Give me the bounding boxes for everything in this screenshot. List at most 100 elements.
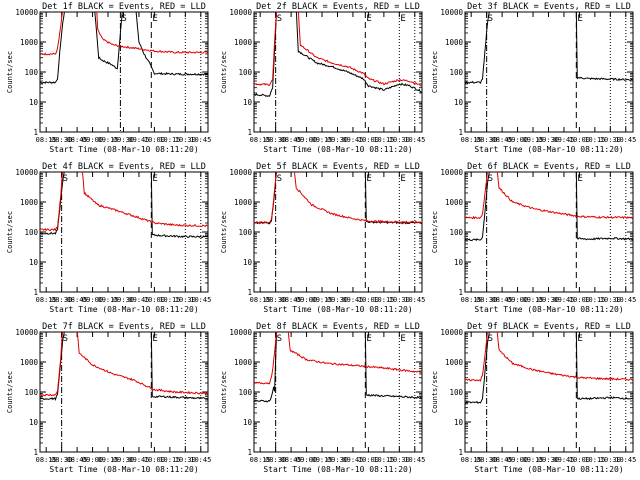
plot-frame	[253, 11, 423, 133]
x-tick-label: 09:15	[522, 456, 543, 464]
x-tick-label: 10:45	[404, 136, 425, 144]
x-tick-label: 10:15	[584, 136, 605, 144]
y-axis-label: Counts/sec	[431, 211, 439, 253]
y-tick-label: 10000	[229, 328, 252, 337]
x-tick-label: 08:15	[36, 456, 57, 464]
y-tick-label: 10	[454, 418, 464, 427]
panel-9: Det 9f BLACK = Events, RED = LLD Counts/s…	[431, 322, 636, 474]
x-tick-label: 09:00	[82, 296, 103, 304]
x-tick-label: 08:45	[67, 456, 88, 464]
x-tick-label: 09:00	[296, 456, 317, 464]
panel-title: Det 2f BLACK = Events, RED = LLD	[256, 2, 420, 12]
panel-7: Det 7f BLACK = Events, RED = LLD Counts/s…	[6, 322, 211, 474]
y-axis-label: Counts/sec	[6, 51, 14, 93]
x-tick-label: 08:45	[492, 136, 513, 144]
panel-8: Det 8f BLACK = Events, RED = LLD Counts/s…	[220, 322, 425, 474]
x-tick-label: 08:15	[36, 136, 57, 144]
x-tick-label: 09:30	[538, 456, 559, 464]
x-tick-label: 09:15	[522, 296, 543, 304]
time-marker-label: S	[121, 14, 126, 24]
y-tick-label: 1000	[234, 38, 253, 47]
x-tick-label: 09:30	[327, 296, 348, 304]
x-tick-label: 09:45	[553, 456, 574, 464]
x-tick-label: 09:45	[128, 456, 149, 464]
x-tick-label: 10:45	[404, 456, 425, 464]
x-tick-label: 09:30	[327, 136, 348, 144]
x-tick-label: 09:00	[296, 136, 317, 144]
x-tick-label: 10:00	[569, 296, 590, 304]
x-tick-label: 08:30	[265, 136, 286, 144]
lld-series-line	[254, 332, 422, 385]
y-tick-label: 10000	[15, 168, 38, 177]
x-tick-label: 10:45	[190, 456, 211, 464]
y-tick-label: 100	[24, 68, 38, 77]
x-tick-label: 08:30	[265, 456, 286, 464]
x-tick-label: 10:00	[358, 456, 379, 464]
y-tick-label: 1000	[445, 38, 464, 47]
time-marker-label: S	[63, 174, 68, 184]
lld-series-line	[254, 172, 422, 224]
y-tick-label: 1	[458, 448, 463, 457]
x-tick-label: 08:45	[492, 296, 513, 304]
events-series-line	[465, 12, 633, 85]
y-tick-label: 1000	[20, 38, 39, 47]
time-marker-label: E	[400, 174, 405, 184]
y-tick-label: 100	[238, 228, 252, 237]
x-tick-label: 10:15	[584, 296, 605, 304]
events-series-line	[254, 332, 422, 403]
panel-title: Det 9f BLACK = Events, RED = LLD	[467, 322, 631, 332]
x-tick-label: 08:15	[36, 296, 57, 304]
x-tick-label: 09:15	[311, 296, 332, 304]
y-tick-label: 100	[238, 68, 252, 77]
lld-series-line	[40, 172, 208, 232]
lld-series-line	[254, 12, 422, 87]
x-tick-label: 10:30	[389, 456, 410, 464]
events-series-line	[40, 172, 208, 239]
y-tick-label: 10	[243, 418, 253, 427]
x-tick-label: 09:45	[342, 456, 363, 464]
x-tick-label: 09:30	[538, 136, 559, 144]
x-axis-label: Start Time (08-Mar-10 08:11:20)	[49, 465, 198, 474]
time-marker-label: S	[63, 334, 68, 344]
x-tick-label: 10:15	[584, 456, 605, 464]
time-marker-label: S	[488, 334, 493, 344]
x-tick-label: 09:00	[507, 456, 528, 464]
x-tick-label: 10:00	[569, 136, 590, 144]
y-tick-label: 10	[454, 98, 464, 107]
y-tick-label: 1000	[20, 358, 39, 367]
y-axis-label: Counts/sec	[431, 51, 439, 93]
y-tick-label: 1000	[445, 358, 464, 367]
x-tick-label: 09:30	[113, 136, 134, 144]
x-tick-label: 10:45	[615, 296, 636, 304]
time-marker-label: S	[488, 174, 493, 184]
x-axis-label: Start Time (08-Mar-10 08:11:20)	[474, 145, 623, 154]
time-marker-label: E	[366, 334, 371, 344]
x-axis-label: Start Time (08-Mar-10 08:11:20)	[263, 145, 412, 154]
panel-2: Det 2f BLACK = Events, RED = LLD Counts/s…	[220, 2, 425, 154]
time-marker-label: E	[152, 14, 157, 24]
panel-title: Det 4f BLACK = Events, RED = LLD	[42, 162, 206, 172]
y-tick-label: 100	[449, 68, 463, 77]
y-tick-label: 100	[24, 388, 38, 397]
plot-frame	[464, 331, 634, 453]
panel-1: Det 1f BLACK = Events, RED = LLD Counts/s…	[6, 2, 211, 154]
x-tick-label: 10:45	[404, 296, 425, 304]
x-tick-label: 09:00	[82, 456, 103, 464]
x-tick-label: 08:30	[476, 136, 497, 144]
x-tick-label: 10:15	[373, 136, 394, 144]
x-tick-label: 10:45	[190, 296, 211, 304]
y-tick-label: 10	[29, 418, 39, 427]
x-tick-label: 08:15	[461, 136, 482, 144]
events-series-line	[40, 332, 208, 401]
y-tick-label: 10000	[440, 328, 463, 337]
time-marker-label: S	[277, 174, 282, 184]
x-tick-label: 09:15	[311, 136, 332, 144]
events-series-line	[465, 172, 633, 242]
y-tick-label: 10000	[15, 328, 38, 337]
x-tick-label: 10:30	[389, 296, 410, 304]
x-tick-label: 09:15	[311, 456, 332, 464]
x-tick-label: 08:15	[461, 296, 482, 304]
y-tick-label: 1000	[234, 198, 253, 207]
x-tick-label: 10:00	[569, 456, 590, 464]
y-tick-label: 1000	[234, 358, 253, 367]
